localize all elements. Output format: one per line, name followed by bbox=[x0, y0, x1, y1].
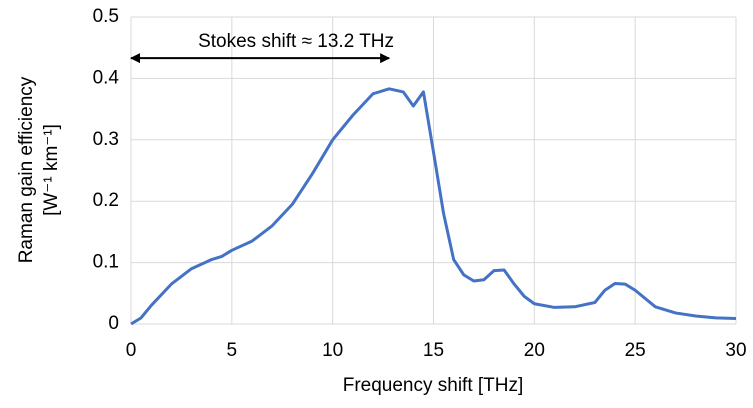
x-tick-label: 20 bbox=[524, 340, 545, 361]
y-tick-label: 0.1 bbox=[93, 252, 119, 273]
y-tick-label: 0.5 bbox=[93, 6, 119, 27]
x-tick-label: 10 bbox=[322, 340, 343, 361]
y-axis-label: Raman gain efficiency bbox=[16, 76, 37, 263]
y-tick-label: 0 bbox=[108, 313, 119, 334]
x-tick-label: 25 bbox=[625, 340, 646, 361]
x-tick-label: 30 bbox=[725, 340, 746, 361]
y-axis-label: [W⁻¹ km⁻¹] bbox=[41, 124, 62, 216]
y-tick-label: 0.3 bbox=[93, 129, 119, 150]
x-axis-label: Frequency shift [THz] bbox=[343, 375, 524, 396]
x-tick-label: 5 bbox=[227, 340, 238, 361]
x-tick-label: 0 bbox=[126, 340, 137, 361]
y-tick-label: 0.2 bbox=[93, 190, 119, 211]
annotation-text: Stokes shift ≈ 13.2 THz bbox=[198, 31, 394, 52]
y-tick-label: 0.4 bbox=[93, 67, 120, 88]
data-line bbox=[130, 87, 737, 326]
x-tick-label: 15 bbox=[423, 340, 444, 361]
